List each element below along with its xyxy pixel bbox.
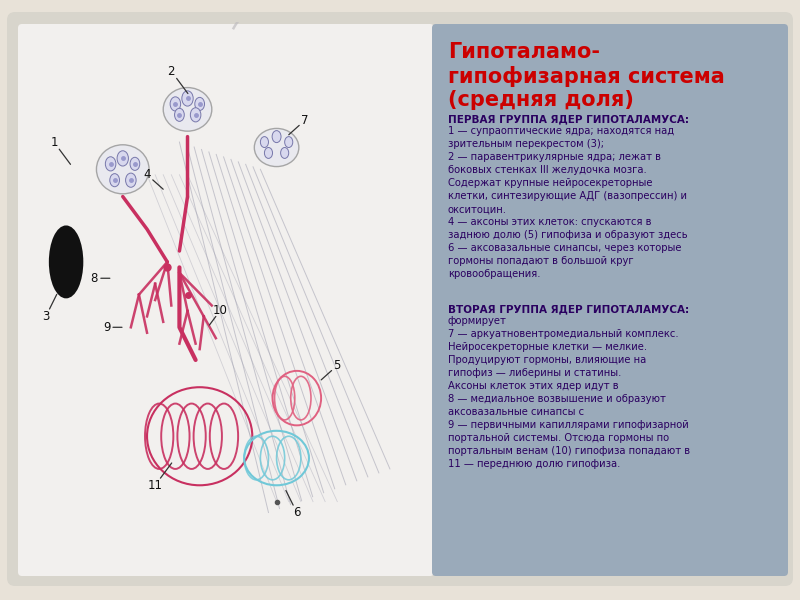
Text: 3: 3 [42,310,50,323]
Ellipse shape [163,88,212,131]
FancyBboxPatch shape [18,24,434,576]
Text: ПЕРВАЯ ГРУППА ЯДЕР ГИПОТАЛАМУСА:: ПЕРВАЯ ГРУППА ЯДЕР ГИПОТАЛАМУСА: [448,114,689,124]
Ellipse shape [50,226,82,298]
Ellipse shape [254,128,299,167]
Text: 1 — супраоптические ядра; находятся над
зрительным перекрестом (3);
2 — паравент: 1 — супраоптические ядра; находятся над … [448,126,688,280]
Circle shape [130,157,140,170]
Circle shape [272,131,281,143]
Text: гипофизарная система: гипофизарная система [448,66,725,87]
Text: 2: 2 [167,65,175,78]
Text: 9: 9 [103,321,110,334]
Text: 10: 10 [213,304,227,317]
Text: ВТОРАЯ ГРУППА ЯДЕР ГИПОТАЛАМУСА:: ВТОРАЯ ГРУППА ЯДЕР ГИПОТАЛАМУСА: [448,304,689,314]
Text: (средняя доля): (средняя доля) [448,90,634,110]
Circle shape [285,137,293,148]
Circle shape [281,148,289,158]
Text: формирует
7 — аркуатновентромедиальный комплекс.
Нейросекреторные клетки — мелки: формирует 7 — аркуатновентромедиальный к… [448,316,690,469]
Circle shape [170,97,181,111]
Circle shape [106,157,116,171]
Circle shape [126,173,136,187]
Circle shape [110,173,119,187]
Text: 8: 8 [90,272,98,285]
Circle shape [174,108,184,121]
Circle shape [195,97,205,110]
Circle shape [265,148,273,158]
Text: Гипоталамо-: Гипоталамо- [448,42,600,62]
Text: 1: 1 [50,136,58,149]
Text: 7: 7 [301,114,309,127]
Text: 11: 11 [148,479,162,492]
Text: 5: 5 [334,359,341,372]
FancyBboxPatch shape [432,24,788,576]
Circle shape [190,108,201,122]
Circle shape [117,151,129,166]
Circle shape [260,137,269,148]
Ellipse shape [97,145,149,194]
FancyBboxPatch shape [7,12,793,586]
Circle shape [182,91,193,106]
Text: 6: 6 [293,506,301,519]
Text: 4: 4 [143,168,150,181]
